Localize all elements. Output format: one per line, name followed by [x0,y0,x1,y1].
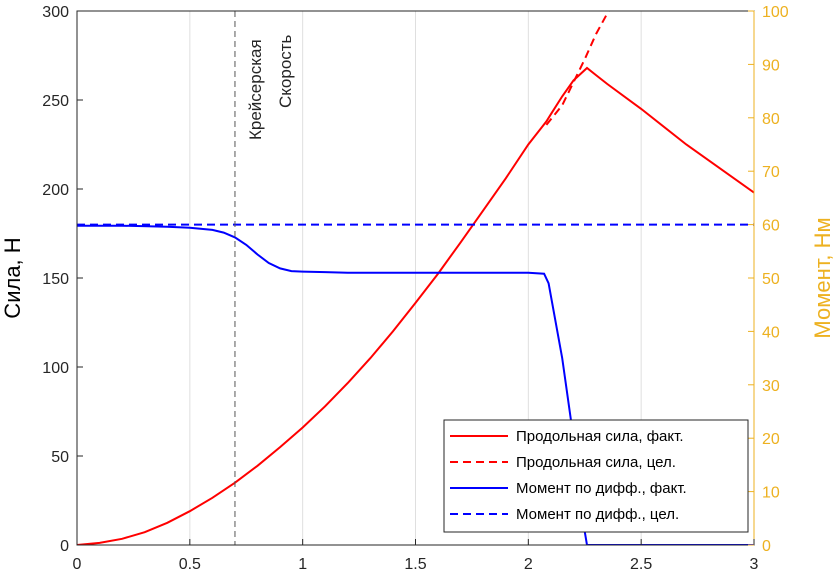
cruise-speed-annotation-line-2: Скорость [276,34,295,108]
series-line-1 [77,66,754,545]
x-tick-label: 1.5 [404,556,426,573]
y-axis-left-label: Сила, Н [0,237,25,318]
y-left-tick-label: 200 [42,182,69,199]
legend-label: Момент по дифф., цел. [516,506,679,523]
y-right-tick-label: 70 [762,164,780,181]
series-line-2 [545,11,610,126]
y-left-tick-label: 0 [60,538,69,555]
x-axis: 0 0.5 1 1.5 2 2.5 3 [73,539,759,573]
y-right-tick-label: 100 [762,4,789,21]
y-left-tick-label: 150 [42,271,69,288]
y-right-tick-label: 0 [762,538,771,555]
cruise-speed-annotation-line-1: Крейсерская [246,39,265,140]
x-tick-label: 1 [298,556,307,573]
y-right-tick-label: 60 [762,218,780,235]
y-right-tick-label: 50 [762,271,780,288]
legend-label: Продольная сила, цел. [516,454,676,471]
y-left-tick-label: 100 [42,360,69,377]
legend-label: Момент по дифф., факт. [516,480,687,497]
y-axis-right: 0 10 20 30 40 50 60 70 80 90 100 [748,4,789,555]
y-right-tick-label: 40 [762,324,780,341]
y-right-tick-label: 90 [762,57,780,74]
y-axis-right-label: Момент, Нм [810,217,835,338]
x-tick-label: 2 [524,556,533,573]
series-layer [77,11,754,545]
y-right-tick-label: 80 [762,111,780,128]
y-right-tick-label: 10 [762,485,780,502]
y-right-tick-label: 30 [762,378,780,395]
legend: Продольная сила, факт. Продольная сила, ц… [443,419,749,533]
series-line-3 [77,224,754,545]
y-right-tick-label: 20 [762,431,780,448]
x-tick-label: 0.5 [179,556,201,573]
y-axis-left: 0 50 100 150 200 250 300 [42,4,83,555]
y-left-tick-label: 300 [42,4,69,21]
legend-label: Продольная сила, факт. [516,428,683,445]
y-left-tick-label: 250 [42,93,69,110]
x-tick-label: 0 [73,556,82,573]
y-left-tick-label: 50 [51,449,69,466]
x-tick-label: 2.5 [630,556,652,573]
x-tick-label: 3 [750,556,759,573]
